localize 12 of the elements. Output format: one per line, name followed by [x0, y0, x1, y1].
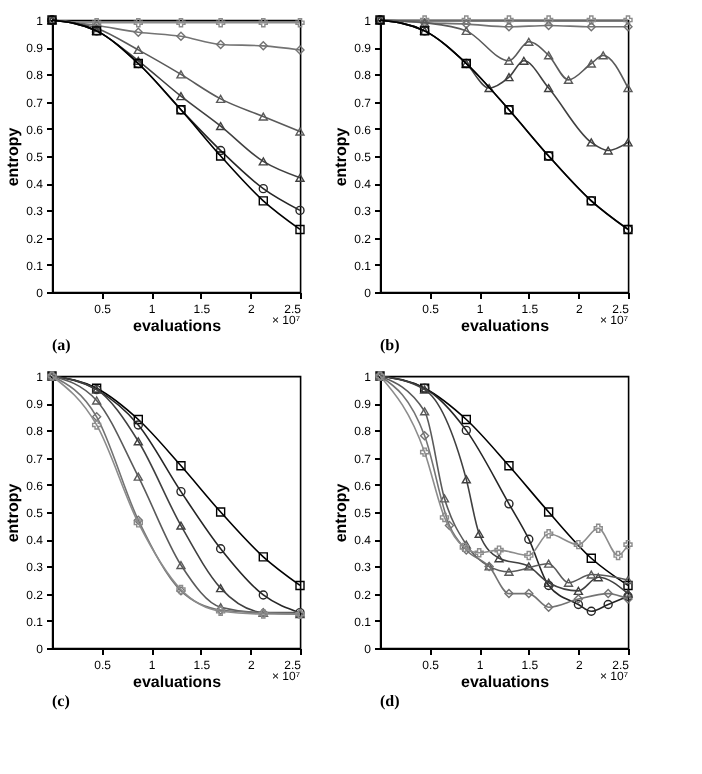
- x-axis-title: evaluations: [460, 673, 551, 691]
- text: (c): [52, 692, 71, 710]
- x-axis-title: evaluations: [132, 673, 223, 691]
- y-axis-title: entropy: [332, 126, 351, 187]
- text: (d): [380, 692, 401, 710]
- x-axis-title: evaluations: [460, 317, 551, 335]
- y-axis-title: entropy: [4, 482, 23, 543]
- text: (a): [52, 336, 72, 354]
- x-axis-title: evaluations: [132, 317, 223, 335]
- text: (b): [380, 336, 401, 354]
- y-axis-title: entropy: [332, 482, 351, 543]
- y-axis-title: entropy: [4, 126, 23, 187]
